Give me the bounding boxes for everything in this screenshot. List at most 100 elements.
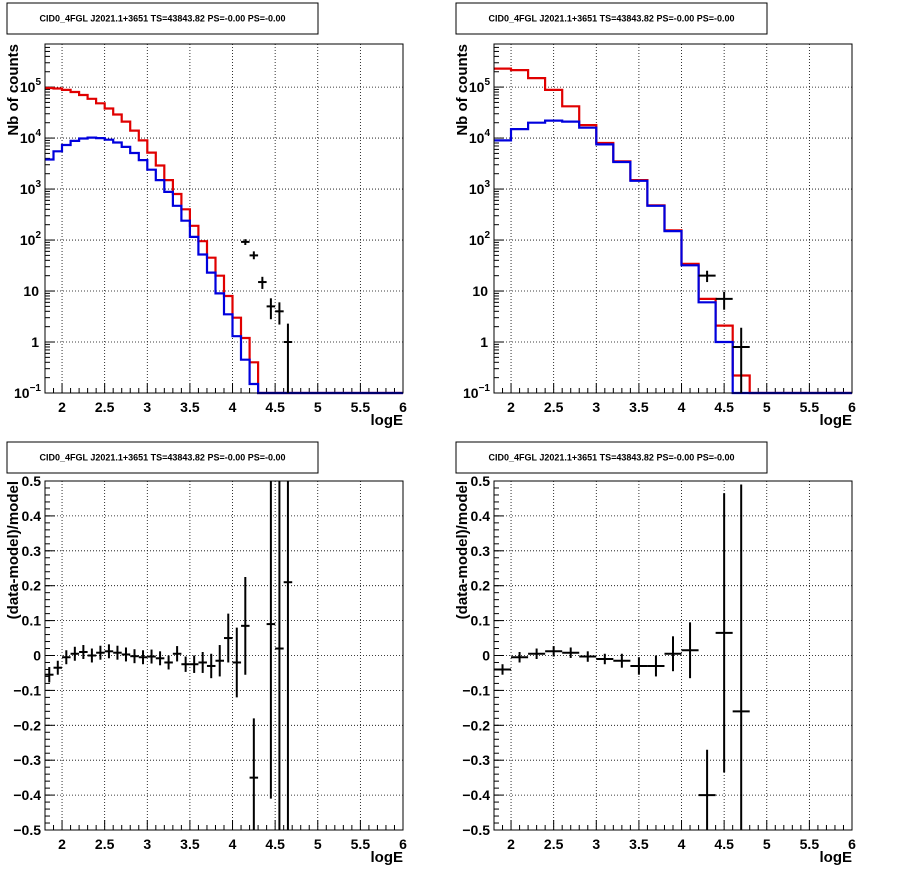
x-tick-label: 2.5	[544, 836, 564, 852]
pad-2: CID0_4FGL J2021.1+3651 TS=43843.82 PS=-0…	[454, 2, 856, 429]
x-axis-label: logE	[371, 412, 404, 429]
y-tick-label: 1	[480, 334, 488, 350]
x-tick-label: 2	[58, 399, 66, 415]
x-tick-label: 6	[399, 399, 407, 415]
plot-frame	[44, 480, 404, 831]
residual-point	[138, 650, 148, 665]
data-point	[732, 327, 750, 393]
x-tick-label: 6	[848, 836, 856, 852]
residual-point	[53, 660, 63, 675]
x-tick-label: 2.5	[95, 836, 115, 852]
x-tick-label: 2	[507, 836, 515, 852]
y-tick-label: 0.4	[471, 508, 491, 524]
x-tick-label: 5.5	[351, 399, 371, 415]
residual-point	[596, 653, 614, 665]
y-tick-label: 103	[20, 179, 42, 197]
x-tick-label: 2.5	[544, 399, 564, 415]
y-tick-label: −0.2	[13, 717, 41, 733]
x-tick-label: 5	[763, 399, 771, 415]
y-tick-base: 10	[20, 232, 36, 248]
residual-point	[494, 664, 512, 675]
data-point	[249, 251, 259, 260]
title-box	[455, 441, 768, 474]
y-tick-label: −0.5	[13, 822, 41, 838]
y-axis-label: Nb of counts	[454, 44, 471, 136]
y-tick-label: 10	[472, 283, 488, 299]
y-tick-label: 0.3	[22, 543, 42, 559]
data-point	[698, 270, 716, 283]
y-axis-label: Nb of counts	[5, 44, 22, 136]
data-point	[275, 302, 284, 325]
plot-frame	[493, 43, 853, 394]
residual-point	[275, 481, 284, 830]
y-tick-base: 10	[20, 79, 36, 95]
residual-point	[249, 718, 259, 830]
y-tick-exponent: −1	[479, 383, 491, 394]
x-tick-label: 5	[314, 399, 322, 415]
y-tick-label: 10	[23, 283, 39, 299]
plot-frame	[493, 480, 853, 831]
data-point	[715, 291, 733, 310]
x-tick-label: 5	[763, 836, 771, 852]
y-tick-exponent: −1	[30, 383, 42, 394]
y-tick-label: −0.1	[13, 682, 41, 698]
x-tick-label: 5.5	[800, 836, 820, 852]
residual-point	[215, 645, 224, 677]
x-tick-label: 4.5	[265, 836, 285, 852]
residual-point	[232, 627, 242, 698]
title-box	[6, 2, 319, 35]
residual-point	[206, 653, 216, 679]
residual-point	[45, 667, 54, 683]
plot-area	[494, 44, 852, 393]
residual-point	[647, 655, 665, 677]
residual-point	[130, 649, 139, 664]
residual-point	[189, 655, 199, 673]
y-tick-label: −0.4	[13, 787, 41, 803]
y-tick-base: 10	[20, 130, 36, 146]
y-tick-label: 102	[20, 230, 42, 248]
residual-point	[562, 647, 580, 658]
y-tick-label: 103	[469, 179, 491, 197]
y-tick-label: −0.2	[462, 717, 490, 733]
x-tick-label: 3.5	[629, 836, 649, 852]
x-tick-label: 4.5	[714, 399, 734, 415]
pad-3: CID0_4FGL J2021.1+3651 TS=43843.82 PS=-0…	[5, 441, 407, 866]
x-tick-label: 3.5	[180, 836, 200, 852]
residual-point	[87, 648, 97, 663]
x-axis-label: logE	[820, 849, 853, 866]
y-tick-label: 0.3	[471, 543, 491, 559]
y-tick-label: 10−1	[14, 383, 41, 401]
chart-title: CID0_4FGL J2021.1+3651 TS=43843.82 PS=-0…	[39, 453, 285, 463]
y-tick-label: 0	[33, 648, 41, 664]
y-tick-exponent: 3	[484, 179, 490, 190]
residual-point	[511, 652, 529, 663]
y-tick-exponent: 5	[35, 77, 41, 88]
y-tick-label: 0.1	[471, 613, 491, 629]
y-tick-label: −0.4	[462, 787, 490, 803]
plot-frame	[44, 43, 404, 394]
y-tick-base: 10	[469, 130, 485, 146]
data-point	[283, 323, 293, 393]
residual-point	[198, 652, 207, 673]
x-tick-label: 3	[143, 836, 151, 852]
plot-area	[45, 44, 403, 393]
chart-title: CID0_4FGL J2021.1+3651 TS=43843.82 PS=-0…	[488, 453, 734, 463]
residual-point	[181, 656, 190, 672]
grid	[494, 44, 852, 393]
x-tick-label: 5.5	[351, 836, 371, 852]
y-tick-label: −0.1	[462, 682, 490, 698]
y-tick-label: 104	[20, 128, 42, 146]
residual-point	[698, 749, 716, 830]
y-tick-base: 10	[463, 385, 479, 401]
y-tick-label: −0.5	[462, 822, 490, 838]
y-tick-label: 0.4	[22, 508, 42, 524]
pad-1: CID0_4FGL J2021.1+3651 TS=43843.82 PS=-0…	[5, 2, 407, 429]
x-axis-label: logE	[820, 412, 853, 429]
x-axis-label: logE	[371, 849, 404, 866]
y-tick-exponent: 2	[484, 230, 490, 241]
y-tick-exponent: 5	[484, 77, 490, 88]
x-tick-label: 5	[314, 836, 322, 852]
residual-point	[241, 576, 250, 675]
pad-4: CID0_4FGL J2021.1+3651 TS=43843.82 PS=-0…	[454, 441, 856, 866]
x-tick-label: 4	[678, 399, 686, 415]
